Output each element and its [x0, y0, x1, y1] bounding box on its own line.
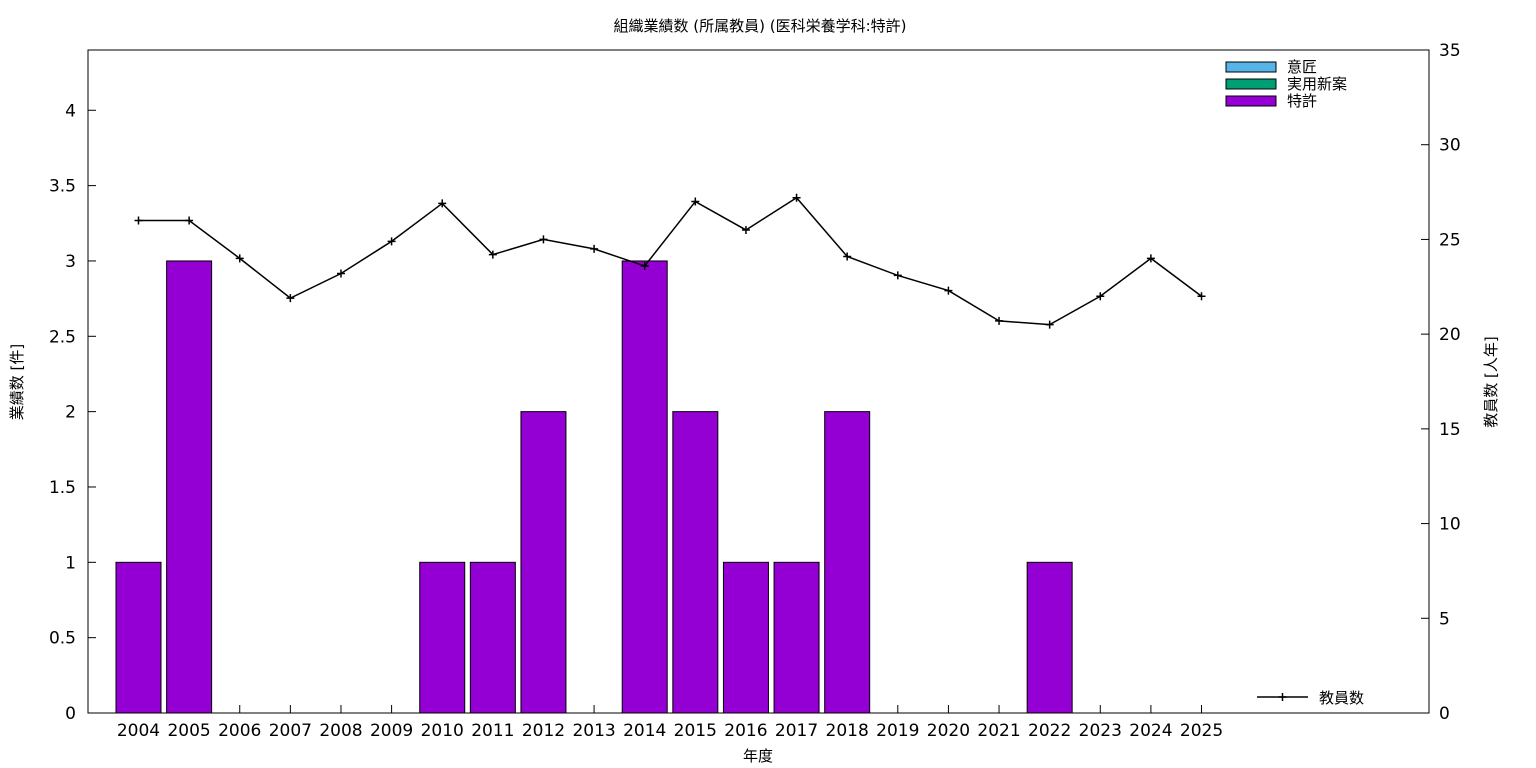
x-tick-label: 2024: [1129, 721, 1172, 741]
line-point: [893, 271, 902, 280]
x-tick-label: 2023: [1079, 721, 1122, 741]
legend-label: 意匠: [1287, 58, 1317, 76]
line-series: [138, 196, 1202, 326]
x-tick-label: 2013: [572, 721, 615, 741]
bar: [419, 561, 466, 714]
x-tick-label: 2020: [927, 721, 970, 741]
x-tick-label: 2005: [167, 721, 210, 741]
x-axis-label: 年度: [743, 747, 773, 765]
legend-swatch: [1225, 61, 1277, 73]
y2-tick-label: 25: [1439, 230, 1461, 250]
line-point: [843, 252, 852, 261]
line-point: [995, 316, 1004, 325]
x-tick-label: 2009: [370, 721, 413, 741]
line-point: [1096, 292, 1105, 301]
legend-swatch: [1225, 78, 1277, 90]
bar: [166, 260, 213, 714]
line-point: [286, 294, 295, 303]
bar: [520, 411, 567, 714]
y-tick-label: 2: [65, 403, 76, 423]
line-point: [185, 216, 194, 225]
y-tick-label: 1: [65, 553, 76, 573]
x-tick-label: 2021: [977, 721, 1020, 741]
x-tick-label: 2015: [674, 721, 717, 741]
y-tick-label: 2.5: [49, 327, 76, 347]
x-tick-label: 2008: [319, 721, 362, 741]
bar: [115, 561, 162, 714]
x-tick-label: 2019: [876, 721, 919, 741]
line-point: [336, 269, 345, 278]
x-tick-label: 2017: [775, 721, 818, 741]
bar: [469, 561, 516, 714]
legend-label: 特許: [1287, 92, 1317, 110]
line-point: [590, 244, 599, 253]
x-tick-label: 2006: [218, 721, 261, 741]
bar: [672, 411, 719, 714]
bar: [1026, 561, 1073, 714]
bar: [824, 411, 871, 714]
y2-tick-label: 10: [1439, 515, 1461, 535]
legend-swatch: [1225, 95, 1277, 107]
y-tick-label: 3.5: [49, 177, 76, 197]
line-point: [1146, 254, 1155, 263]
x-tick-label: 2010: [421, 721, 464, 741]
x-tick-label: 2004: [117, 721, 160, 741]
y-tick-label: 0.5: [49, 629, 76, 649]
bar: [773, 561, 820, 714]
x-tick-label: 2016: [724, 721, 767, 741]
legend-line-marker: [1278, 693, 1287, 701]
line-point: [792, 193, 801, 202]
line-point: [944, 286, 953, 295]
line-point: [539, 235, 548, 244]
y2-tick-label: 30: [1439, 136, 1461, 156]
y-axis-label: 業績数 [件]: [8, 344, 26, 420]
y2-tick-label: 5: [1439, 609, 1450, 629]
line-point: [741, 225, 750, 234]
legend-label: 実用新案: [1287, 75, 1347, 93]
line-point: [438, 199, 447, 208]
line-point: [1045, 320, 1054, 329]
x-tick-label: 2025: [1180, 721, 1223, 741]
legend-line-label: 教員数: [1319, 689, 1364, 707]
line-point: [488, 250, 497, 259]
y2-axis-label: 教員数 [人年]: [1482, 336, 1500, 427]
y2-tick-label: 0: [1439, 704, 1450, 724]
line-point: [235, 254, 244, 263]
x-tick-label: 2022: [1028, 721, 1071, 741]
line-point: [691, 197, 700, 206]
y-tick-label: 0: [65, 704, 76, 724]
y-tick-label: 3: [65, 252, 76, 272]
x-tick-label: 2018: [826, 721, 869, 741]
bar: [621, 260, 668, 714]
x-tick-label: 2007: [269, 721, 312, 741]
y-tick-label: 1.5: [49, 478, 76, 498]
y2-tick-label: 15: [1439, 420, 1461, 440]
x-tick-label: 2011: [471, 721, 514, 741]
y2-tick-label: 35: [1439, 41, 1461, 61]
y2-tick-label: 20: [1439, 325, 1461, 345]
line-point: [1197, 292, 1206, 301]
line-point: [134, 216, 143, 225]
line-point: [387, 237, 396, 246]
x-tick-label: 2014: [623, 721, 666, 741]
y-tick-label: 4: [65, 101, 76, 121]
x-tick-label: 2012: [522, 721, 565, 741]
chart-title: 組織業績数 (所属教員) (医科栄養学科:特許): [614, 17, 907, 35]
bar: [722, 561, 769, 714]
line-point: [640, 261, 649, 270]
